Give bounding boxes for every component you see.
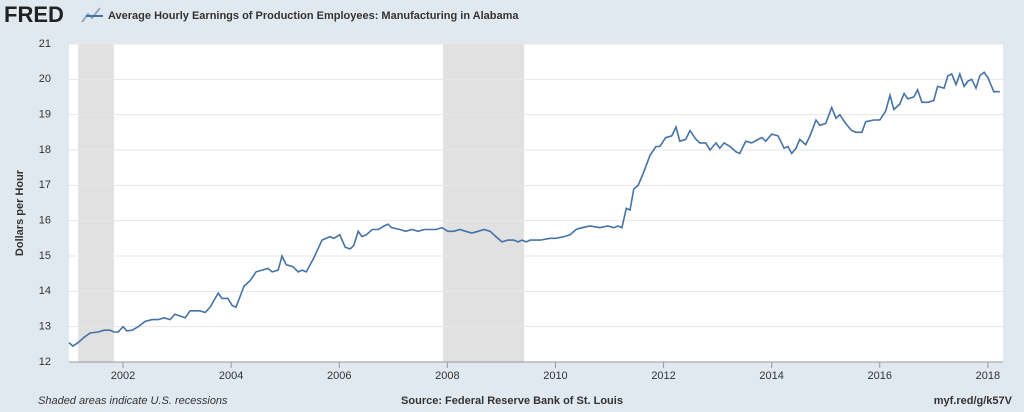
y-tick-label: 14 (39, 285, 51, 297)
x-tick-label: 2016 (868, 370, 892, 382)
x-tick-label: 2008 (435, 370, 459, 382)
y-tick-label: 18 (39, 144, 51, 156)
x-tick-label: 2002 (111, 370, 135, 382)
y-tick-label: 16 (39, 215, 51, 227)
x-tick-label: 2018 (976, 370, 1000, 382)
y-tick-label: 21 (39, 38, 51, 50)
series-line (68, 71, 1000, 348)
x-tick-label: 2014 (759, 370, 783, 382)
x-tick-label: 2012 (651, 370, 675, 382)
source: Source: Federal Reserve Bank of St. Loui… (401, 395, 623, 407)
x-tick-label: 2004 (219, 370, 243, 382)
recession-band (78, 44, 114, 362)
y-axis-label: Dollars per Hour (14, 169, 26, 256)
legend-label: Average Hourly Earnings of Production Em… (108, 10, 519, 22)
link[interactable]: myf.red/g/k57V (934, 395, 1013, 407)
logo: FRED (4, 2, 64, 27)
y-tick-label: 12 (39, 356, 51, 368)
y-tick-label: 17 (39, 179, 51, 191)
y-tick-label: 15 (39, 250, 51, 262)
footnote: Shaded areas indicate U.S. recessions (38, 395, 228, 407)
plot-area (69, 44, 1003, 362)
y-tick-label: 20 (39, 73, 51, 85)
y-tick-label: 19 (39, 109, 51, 121)
y-tick-label: 13 (39, 321, 51, 333)
x-tick-label: 2010 (543, 370, 567, 382)
recession-band (443, 44, 525, 362)
x-tick-label: 2006 (327, 370, 351, 382)
